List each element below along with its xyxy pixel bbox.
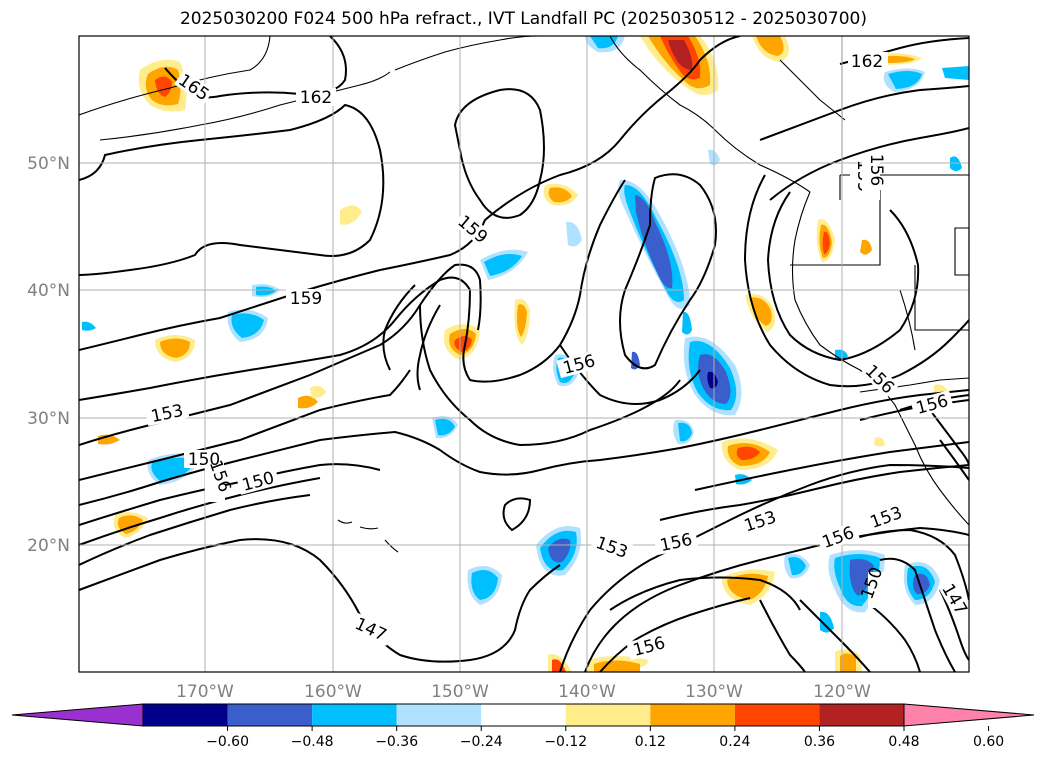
contour-label: 162 [300, 88, 332, 108]
colorbar: −0.60 −0.48 −0.36 −0.24 −0.12 0.12 0.24 0.36 0.4… [11, 703, 1035, 750]
lon-label-150w: 150°W [431, 682, 489, 702]
contour-label: 162 [851, 52, 883, 72]
colorbar-tick-label: 0.60 [973, 734, 1004, 750]
colorbar-segment [312, 704, 397, 726]
longitude-labels: 170°W 160°W 150°W 140°W 130°W 120°W [176, 682, 871, 702]
colorbar-tick-label: 0.48 [888, 734, 919, 750]
colorbar-segment [819, 704, 904, 726]
colorbar-segment [565, 704, 651, 726]
map-title: 2025030200 F024 500 hPa refract., IVT La… [179, 9, 867, 29]
colorbar-segment [143, 704, 228, 726]
colorbar-tick-label: 0.12 [635, 734, 666, 750]
colorbar-tick-label: −0.12 [544, 734, 587, 750]
colorbar-segment [396, 704, 482, 726]
lat-label-20n: 20°N [27, 536, 70, 556]
contour-label: 150 [188, 450, 220, 470]
plot-frame [78, 35, 970, 673]
lat-label-40n: 40°N [27, 281, 70, 301]
contour-labels: 165 162 162 159 159 159 156 156 156 156 … [144, 52, 971, 661]
colorbar-segment [650, 704, 735, 726]
lon-label-120w: 120°W [813, 682, 871, 702]
lat-label-50n: 50°N [27, 154, 70, 174]
contour-label: 159 [290, 289, 322, 309]
colorbar-tick-label: −0.24 [460, 734, 503, 750]
gridlines [79, 36, 969, 672]
lon-label-130w: 130°W [685, 682, 743, 702]
colorbar-tick-label: −0.48 [291, 734, 334, 750]
latitude-labels: 50°N 40°N 30°N 20°N [27, 154, 70, 556]
colorbar-extend-min [11, 703, 144, 727]
colorbar-tick-label: −0.60 [206, 734, 249, 750]
colorbar-tick-label: −0.36 [375, 734, 418, 750]
lon-label-140w: 140°W [558, 682, 616, 702]
lon-label-170w: 170°W [176, 682, 234, 702]
contour-label: 156 [866, 154, 886, 186]
colorbar-segment [734, 704, 820, 726]
lon-label-160w: 160°W [304, 682, 362, 702]
colorbar-segment [481, 704, 566, 726]
colorbar-extend-max [903, 703, 1035, 727]
colorbar-frame [142, 703, 905, 727]
colorbar-segment [227, 704, 313, 726]
colorbar-tick-label: 0.36 [804, 734, 835, 750]
lat-label-30n: 30°N [27, 409, 70, 429]
coastlines [79, 36, 969, 553]
colorbar-tick-label: 0.24 [719, 734, 750, 750]
